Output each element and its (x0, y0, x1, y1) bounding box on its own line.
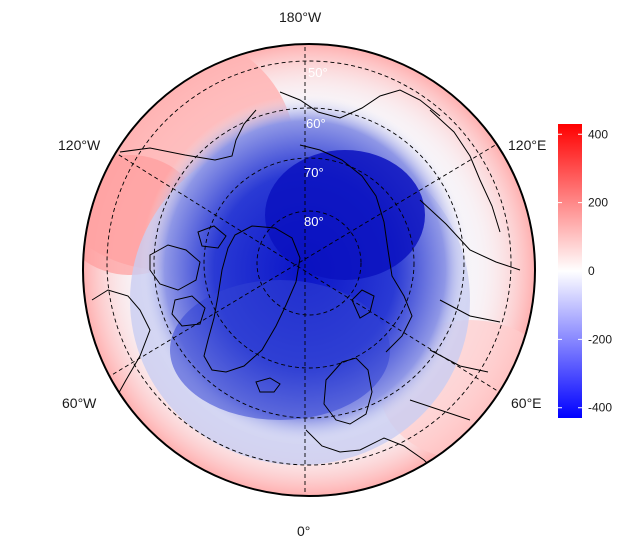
alaska-coast (119, 109, 257, 161)
colorbar-tick-label: 200 (588, 196, 608, 210)
lon-label-0: 0° (297, 523, 310, 539)
lat-label-50: 50° (308, 65, 328, 80)
parallel-80 (256, 210, 362, 316)
colorbar: 400 200 0 -200 -400 (558, 124, 612, 418)
asia-east-coast (429, 109, 501, 233)
colorbar-tick-label: -200 (588, 332, 612, 346)
lon-label-120w: 120°W (58, 137, 101, 153)
parallel-60 (153, 107, 465, 419)
lon-label-60e: 60°E (511, 395, 542, 411)
iceland-coast (255, 377, 281, 393)
graticule (94, 44, 513, 496)
colorbar-tick-label: -400 (588, 401, 612, 415)
lat-label-80: 80° (304, 214, 324, 229)
lat-label-60: 60° (306, 116, 326, 131)
map-boundary (82, 43, 536, 497)
colorbar-tick-label: 400 (588, 127, 608, 141)
russia-interior-border (419, 199, 521, 271)
lon-label-120e: 120°E (508, 137, 546, 153)
eurasia-north-coast (279, 89, 441, 119)
siberia-coast (299, 144, 413, 353)
europe-coast (305, 429, 441, 477)
coastlines (91, 89, 521, 477)
meridian-120w-60e (94, 139, 513, 401)
scandinavia-coast (323, 357, 373, 425)
lon-label-60w: 60°W (62, 395, 97, 411)
colorbar-ticks: 400 200 0 -200 -400 (558, 127, 612, 415)
canada-archipelago (149, 225, 227, 327)
greenland-coast (203, 225, 301, 373)
parallel-70 (203, 157, 415, 369)
novaya-zemlya (351, 289, 375, 319)
anomaly-field (83, 44, 535, 496)
blue-region-south (170, 280, 390, 420)
lon-label-180w: 180°W (279, 9, 322, 25)
lat-label-70: 70° (304, 165, 324, 180)
colorbar-tick-label: 0 (588, 264, 595, 278)
parallel-50 (106, 60, 512, 466)
